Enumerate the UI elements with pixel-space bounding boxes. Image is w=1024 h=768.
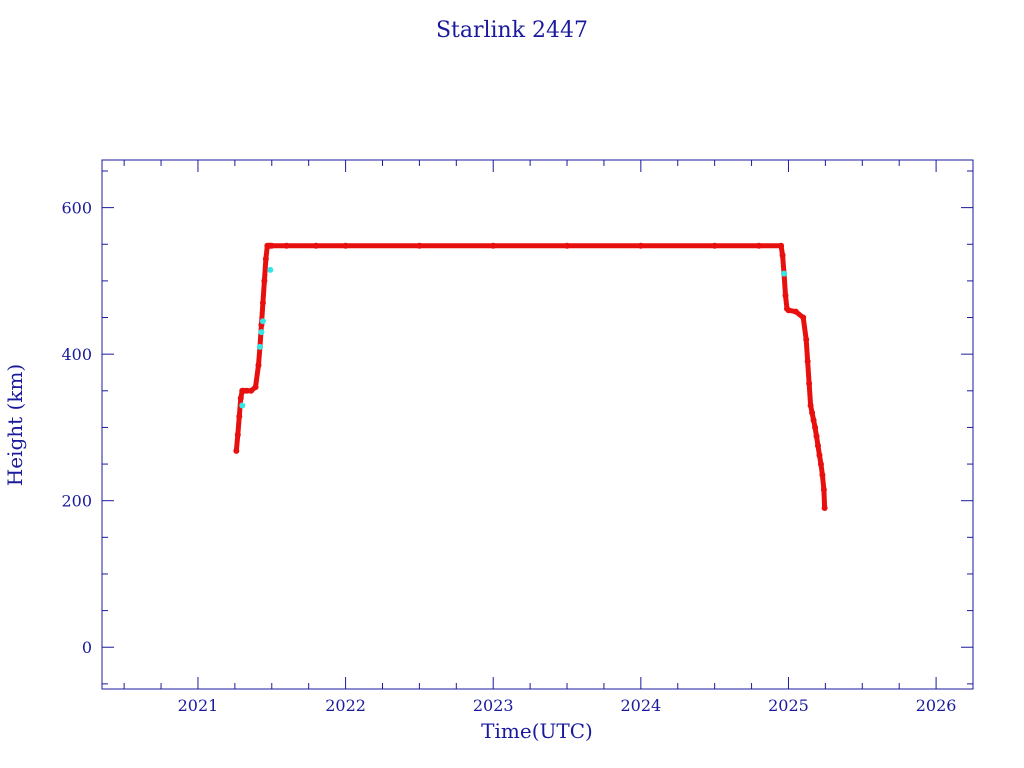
- data-point: [248, 387, 255, 394]
- x-axis-label: Time(UTC): [481, 719, 593, 743]
- y-axis-ticks: [102, 170, 973, 685]
- data-point: [259, 299, 266, 306]
- data-point: [416, 242, 423, 249]
- x-tick-label: 2022: [325, 696, 366, 715]
- data-point: [812, 424, 819, 431]
- data-point: [814, 442, 821, 449]
- chart-title: Starlink 2447: [436, 18, 588, 43]
- x-tick-label: 2024: [620, 696, 661, 715]
- highlight-point: [267, 266, 274, 273]
- data-point: [806, 380, 813, 387]
- data-point: [820, 486, 827, 493]
- data-point: [236, 413, 243, 420]
- y-tick-label: 400: [61, 345, 92, 364]
- data-point: [809, 409, 816, 416]
- y-tick-label: 200: [61, 492, 92, 511]
- data-point: [821, 505, 828, 512]
- data-point: [243, 387, 250, 394]
- data-point: [792, 308, 799, 315]
- highlight-point: [239, 402, 246, 409]
- data-point: [234, 431, 241, 438]
- data-point: [779, 252, 786, 259]
- data-point: [755, 242, 762, 249]
- data-point: [816, 452, 823, 459]
- data-point: [778, 242, 785, 249]
- data-point: [819, 472, 826, 479]
- data-point: [262, 255, 269, 262]
- data-point: [782, 292, 789, 299]
- data-point: [261, 277, 268, 284]
- data-point: [804, 358, 811, 365]
- highlight-point: [258, 329, 265, 336]
- data-point: [283, 242, 290, 249]
- data-point: [813, 433, 820, 440]
- x-axis-ticks: [123, 160, 974, 689]
- series-line: [233, 243, 828, 509]
- data-point: [711, 242, 718, 249]
- data-point: [785, 307, 792, 314]
- y-tick-label: 600: [61, 199, 92, 218]
- data-point: [564, 242, 571, 249]
- data-point: [637, 242, 644, 249]
- series-polyline: [233, 243, 828, 509]
- x-tick-label: 2026: [916, 696, 957, 715]
- data-point: [233, 447, 240, 454]
- data-point: [807, 402, 814, 409]
- data-point: [255, 362, 262, 369]
- data-point: [342, 242, 349, 249]
- data-point: [817, 461, 824, 468]
- data-point: [268, 242, 275, 249]
- data-point: [490, 242, 497, 249]
- x-tick-label: 2021: [178, 696, 219, 715]
- y-axis-tick-labels: 0 200 400 600: [61, 199, 92, 658]
- plot-frame: [101, 159, 974, 690]
- data-point: [313, 242, 320, 249]
- data-point: [810, 417, 817, 424]
- x-tick-label: 2025: [768, 696, 809, 715]
- highlight-point: [256, 343, 263, 350]
- data-point: [252, 384, 259, 391]
- highlight-point: [781, 270, 788, 277]
- series-points: [233, 242, 828, 512]
- highlight-point: [259, 318, 266, 325]
- data-point: [800, 314, 807, 321]
- x-axis-tick-labels: 2021 2022 2023 2024 2025 2026: [178, 696, 957, 715]
- highlight-points: [239, 266, 788, 409]
- y-tick-label: 0: [82, 638, 92, 657]
- data-point: [803, 336, 810, 343]
- y-axis-label: Height (km): [3, 364, 27, 486]
- x-tick-label: 2023: [473, 696, 514, 715]
- data-point: [237, 395, 244, 402]
